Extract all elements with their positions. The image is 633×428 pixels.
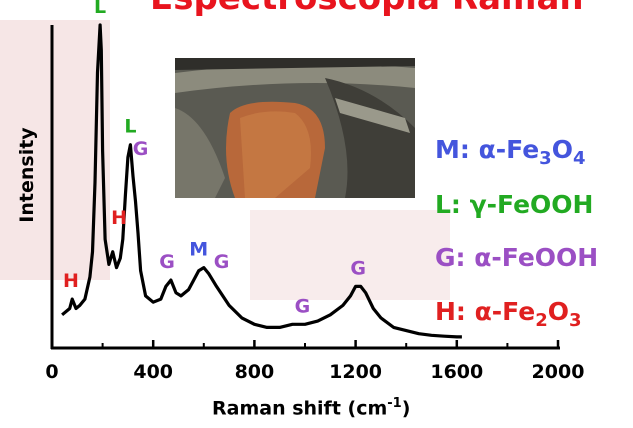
legend-item-l: L: γ-FeOOH [435,190,593,219]
legend-text: H: α-Fe [435,297,536,326]
x-axis-label-text: Raman shift (cm [212,397,388,420]
legend-item-h: H: α-Fe2O3 [435,297,582,331]
peak-label: L [124,116,136,138]
chart-axes: 0 400 800 1200 1600 2000 [45,25,584,383]
chart-marks [61,23,462,339]
legend-item-g: G: α-FeOOH [435,243,598,272]
spectrum-line [61,23,462,339]
legend-text: M: α-Fe [435,135,540,164]
y-axis-label-text: Intensity [16,127,38,223]
peak-label: G [214,251,230,273]
x-tick-label: 1600 [430,361,483,383]
legend-subscript: 4 [572,148,586,169]
legend-text: L: γ-FeOOH [435,190,594,219]
peak-label: G [159,251,175,273]
legend-subscript: 2 [535,310,548,331]
peak-label: H [63,270,79,292]
legend-item-m: M: α-Fe3O4 [435,135,585,169]
photo-drawing [175,58,415,198]
x-tick-label: 400 [133,361,173,383]
legend-subscript: 3 [539,148,552,169]
x-tick-label: 2000 [532,361,585,383]
peak-label: L [94,0,106,18]
x-tick-label: 0 [45,361,58,383]
legend-text: O [551,135,573,164]
rust-sample-photo [175,58,415,198]
peak-label: M [189,239,208,261]
x-axis-label-superscript: -1 [387,396,402,411]
peak-label: G [295,295,311,317]
x-axis-label-suffix: ) [401,397,411,420]
peak-label: H [111,207,127,229]
page-title: Espectroscopia Raman [150,0,584,18]
peak-label: G [133,138,149,160]
legend-text: G: α-FeOOH [435,243,599,272]
peak-label: G [350,257,366,279]
y-axis-label: Intensity [16,115,38,235]
legend-text: O [547,297,569,326]
legend-subscript: 3 [569,310,582,331]
background-watermark [250,210,450,300]
x-tick-label: 1200 [329,361,382,383]
x-tick-label: 800 [235,361,275,383]
x-axis-label: Raman shift (cm-1) [212,396,410,419]
